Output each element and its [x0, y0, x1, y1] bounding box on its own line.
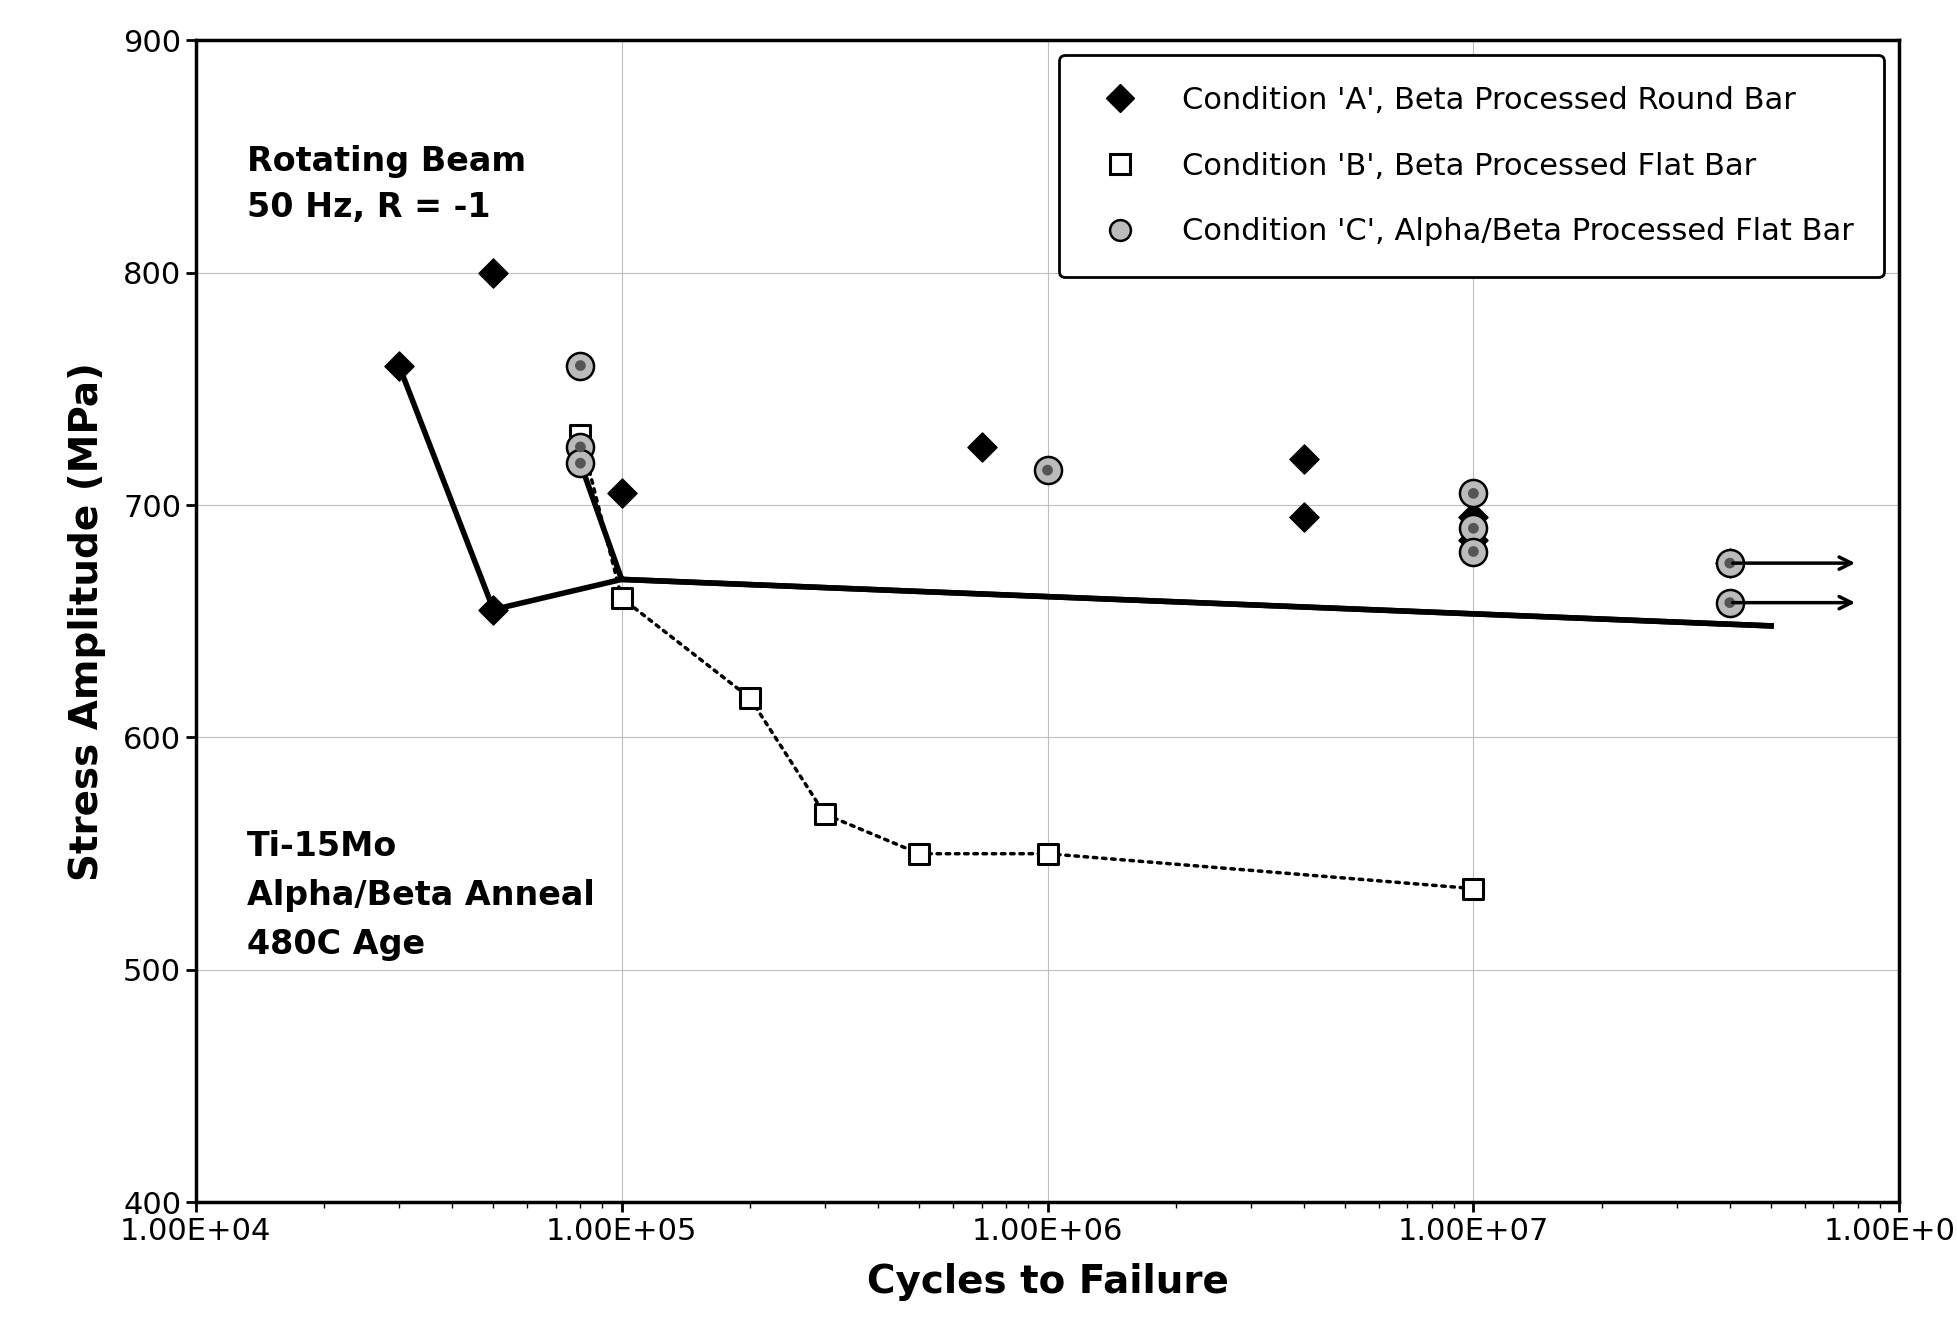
Point: [1456, 482, 1489, 504]
Point: [1031, 460, 1063, 481]
Condition 'A', Beta Processed Round Bar: [1456, 506, 1489, 528]
Condition 'B', Beta Processed Flat Bar: [564, 425, 595, 446]
Condition 'B', Beta Processed Flat Bar: [734, 687, 765, 708]
Condition 'A', Beta Processed Round Bar: [965, 436, 996, 457]
Condition 'C', Alpha/Beta Processed Flat Bar: [1031, 460, 1063, 481]
Condition 'A', Beta Processed Round Bar: [1288, 506, 1319, 528]
Condition 'B', Beta Processed Flat Bar: [1456, 878, 1489, 899]
Condition 'A', Beta Processed Round Bar: [1712, 553, 1744, 574]
Legend: Condition 'A', Beta Processed Round Bar, Condition 'B', Beta Processed Flat Bar,: Condition 'A', Beta Processed Round Bar,…: [1059, 55, 1883, 277]
Condition 'A', Beta Processed Round Bar: [478, 599, 509, 620]
Condition 'A', Beta Processed Round Bar: [1456, 529, 1489, 550]
Condition 'C', Alpha/Beta Processed Flat Bar: [1712, 592, 1744, 613]
Point: [1712, 592, 1744, 613]
Condition 'A', Beta Processed Round Bar: [478, 262, 509, 283]
Text: Rotating Beam
50 Hz, R = -1: Rotating Beam 50 Hz, R = -1: [247, 144, 526, 223]
Point: [1712, 553, 1744, 574]
Condition 'C', Alpha/Beta Processed Flat Bar: [1456, 517, 1489, 538]
Condition 'C', Alpha/Beta Processed Flat Bar: [1712, 553, 1744, 574]
Condition 'B', Beta Processed Flat Bar: [808, 803, 840, 824]
Condition 'A', Beta Processed Round Bar: [1288, 448, 1319, 469]
Point: [564, 436, 595, 457]
Y-axis label: Stress Amplitude (MPa): Stress Amplitude (MPa): [68, 362, 106, 880]
Point: [1456, 541, 1489, 562]
Condition 'A', Beta Processed Round Bar: [384, 355, 415, 377]
Point: [564, 453, 595, 474]
X-axis label: Cycles to Failure: Cycles to Failure: [867, 1263, 1227, 1301]
Condition 'A', Beta Processed Round Bar: [607, 482, 638, 504]
Point: [564, 355, 595, 377]
Condition 'C', Alpha/Beta Processed Flat Bar: [564, 453, 595, 474]
Condition 'C', Alpha/Beta Processed Flat Bar: [1456, 482, 1489, 504]
Condition 'C', Alpha/Beta Processed Flat Bar: [564, 355, 595, 377]
Condition 'B', Beta Processed Flat Bar: [904, 843, 935, 864]
Condition 'C', Alpha/Beta Processed Flat Bar: [1456, 541, 1489, 562]
Condition 'B', Beta Processed Flat Bar: [607, 588, 638, 609]
Condition 'B', Beta Processed Flat Bar: [1031, 843, 1063, 864]
Text: Ti-15Mo
Alpha/Beta Anneal
480C Age: Ti-15Mo Alpha/Beta Anneal 480C Age: [247, 831, 595, 961]
Point: [1456, 517, 1489, 538]
Condition 'C', Alpha/Beta Processed Flat Bar: [564, 436, 595, 457]
